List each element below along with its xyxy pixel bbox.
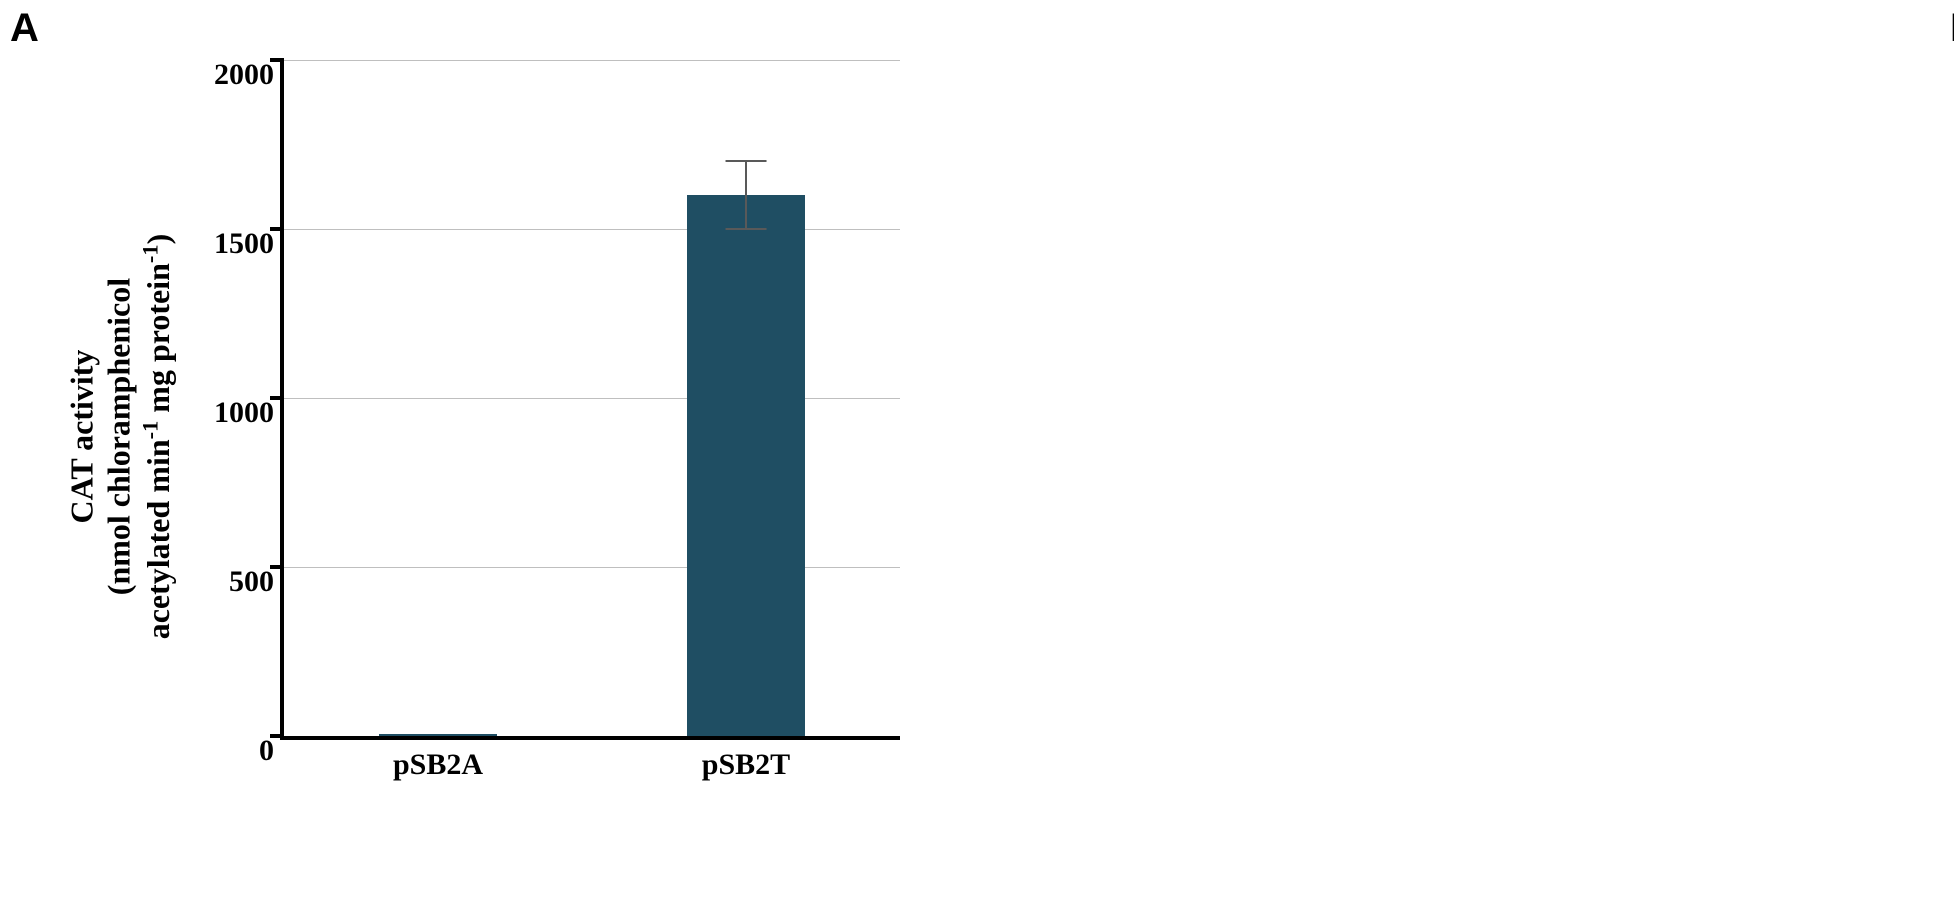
panel-b: B β-gal acivity (µmol ONPG min-1 mg prot… <box>1940 0 1954 904</box>
grid-line <box>284 229 900 230</box>
x-tick-label: pSB2T <box>702 736 790 782</box>
bar <box>687 195 804 736</box>
grid-line <box>284 60 900 61</box>
x-tick-label: pSB2A <box>393 736 483 782</box>
y-tick-label: 1500 <box>214 227 284 261</box>
y-tick-label: 0 <box>259 734 284 768</box>
panel-a-ylabel-line2: (nmol chloramphenicolacetylated min-1 mg… <box>100 67 176 807</box>
panel-b-label: B <box>1950 6 1954 51</box>
panel-a-ylabel: CAT activity (nmol chloramphenicolacetyl… <box>63 67 176 807</box>
grid-line <box>284 567 900 568</box>
error-bar <box>745 161 747 229</box>
y-tick-label: 500 <box>229 565 284 599</box>
y-tick-label: 2000 <box>214 58 284 92</box>
error-cap <box>726 160 767 162</box>
error-cap <box>726 228 767 230</box>
panel-a: A CAT activity (nmol chloramphenicolacet… <box>0 0 960 904</box>
panel-a-ylabel-line1: CAT activity <box>63 67 100 807</box>
figure-root: A CAT activity (nmol chloramphenicolacet… <box>0 0 1954 904</box>
y-tick-label: 1000 <box>214 396 284 430</box>
grid-line <box>284 398 900 399</box>
panel-a-label: A <box>10 6 39 51</box>
panel-a-plot-area: 0500100015002000pSB2ApSB2T <box>280 60 900 740</box>
